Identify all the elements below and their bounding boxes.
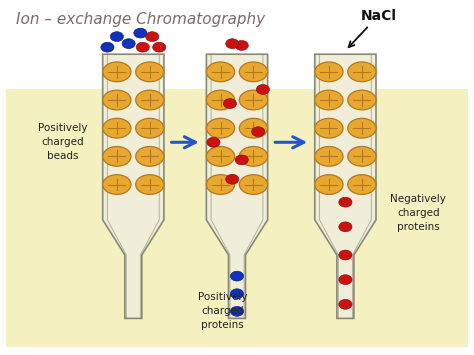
Ellipse shape <box>348 175 376 195</box>
Ellipse shape <box>239 90 268 110</box>
Ellipse shape <box>103 175 131 195</box>
Ellipse shape <box>348 118 376 138</box>
Circle shape <box>230 289 244 299</box>
Ellipse shape <box>136 118 164 138</box>
Ellipse shape <box>206 175 235 195</box>
Circle shape <box>136 42 149 52</box>
Polygon shape <box>103 54 164 318</box>
Ellipse shape <box>239 147 268 166</box>
Ellipse shape <box>136 62 164 82</box>
Circle shape <box>230 306 244 316</box>
Text: NaCl: NaCl <box>349 9 396 47</box>
Ellipse shape <box>239 175 268 195</box>
Ellipse shape <box>348 90 376 110</box>
Text: Positively
charged
beads: Positively charged beads <box>38 123 87 161</box>
Ellipse shape <box>103 147 131 166</box>
Polygon shape <box>315 54 376 318</box>
Ellipse shape <box>206 118 235 138</box>
Circle shape <box>226 39 239 49</box>
Text: Positively
charged
proteins: Positively charged proteins <box>198 293 247 331</box>
Ellipse shape <box>315 90 343 110</box>
Circle shape <box>207 137 220 147</box>
Ellipse shape <box>136 90 164 110</box>
Circle shape <box>230 271 244 281</box>
Ellipse shape <box>348 147 376 166</box>
Circle shape <box>226 174 239 184</box>
Circle shape <box>146 32 159 42</box>
Circle shape <box>235 155 248 165</box>
Ellipse shape <box>315 118 343 138</box>
Circle shape <box>339 250 352 260</box>
Ellipse shape <box>239 118 268 138</box>
Ellipse shape <box>206 90 235 110</box>
Ellipse shape <box>136 147 164 166</box>
Ellipse shape <box>136 175 164 195</box>
Circle shape <box>153 42 166 52</box>
Text: Negatively
charged
proteins: Negatively charged proteins <box>391 194 447 232</box>
Ellipse shape <box>103 118 131 138</box>
Ellipse shape <box>315 147 343 166</box>
Ellipse shape <box>103 62 131 82</box>
Circle shape <box>252 127 265 137</box>
Circle shape <box>339 222 352 232</box>
Text: Ion – exchange Chromatography: Ion – exchange Chromatography <box>16 12 264 27</box>
Circle shape <box>339 197 352 207</box>
Circle shape <box>256 84 270 94</box>
Ellipse shape <box>315 62 343 82</box>
Ellipse shape <box>206 62 235 82</box>
Polygon shape <box>206 54 268 318</box>
Circle shape <box>223 99 237 109</box>
Circle shape <box>235 40 248 50</box>
Ellipse shape <box>239 62 268 82</box>
Circle shape <box>339 275 352 285</box>
Circle shape <box>110 32 123 42</box>
Ellipse shape <box>315 175 343 195</box>
Ellipse shape <box>206 147 235 166</box>
Ellipse shape <box>348 62 376 82</box>
Circle shape <box>122 39 135 49</box>
FancyBboxPatch shape <box>6 89 468 346</box>
Circle shape <box>134 28 147 38</box>
Circle shape <box>101 42 114 52</box>
Circle shape <box>339 299 352 309</box>
Ellipse shape <box>103 90 131 110</box>
